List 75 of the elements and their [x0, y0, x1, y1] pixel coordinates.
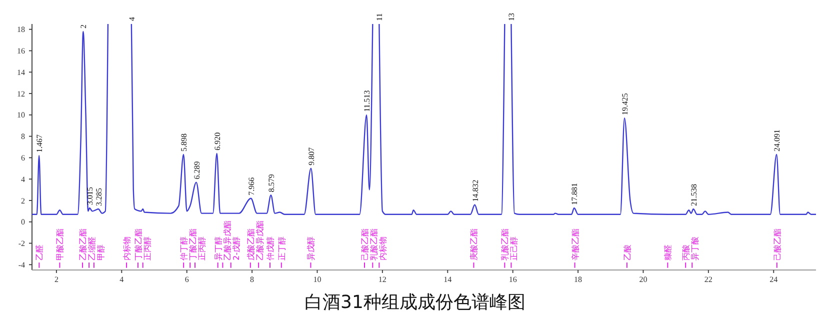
annotation: 3.285: [94, 188, 104, 206]
ref-line-label: 仲戊醇: [266, 236, 275, 260]
ref-line-label: 甲酸乙酯: [56, 228, 65, 260]
annotation: 17.881: [570, 182, 580, 205]
ref-line-label: 乙缩醛: [88, 236, 97, 260]
x-tick-label: 6: [184, 275, 189, 284]
y-tick-label: 8: [21, 132, 25, 142]
ref-line-label: 乙酸异戊酯: [222, 220, 232, 260]
ref-line-label: 丁酸乙酯: [134, 228, 143, 260]
annotation: 6.289: [192, 161, 202, 180]
ref-line-label: 正丙醇: [142, 236, 152, 260]
y-tick-label: 16: [17, 46, 25, 56]
ref-line-label: 乙酸: [622, 244, 632, 260]
ref-line-label: 正丁醇: [277, 236, 286, 260]
ref-line-label: 异戊醇: [306, 236, 316, 260]
text: 白酒31种组成成份色谱峰图: [304, 292, 526, 313]
annotation: 14.832: [470, 180, 480, 202]
ref-line-label: 庚酸乙酯: [470, 228, 479, 260]
x-tick-label: 22: [704, 275, 712, 284]
x-tick-label: 14: [444, 275, 452, 284]
ref-line-label: 内标物: [378, 236, 388, 260]
y-tick-label: 6: [21, 153, 25, 162]
ref-line-label: 乙醛: [35, 244, 44, 260]
x-tick-label: 12: [378, 275, 386, 284]
y-tick-label: 4: [21, 174, 25, 184]
ref-line-label: 乳酸乙酯: [500, 228, 510, 260]
y-tick-label: 2: [21, 196, 25, 206]
ref-line-label: 戊酸乙酯: [246, 228, 256, 260]
x-tick-label: 8: [250, 275, 254, 284]
annotation: 13: [507, 13, 516, 21]
annotation: 9.807: [306, 147, 316, 166]
ref-line-label: 2-戊醇: [232, 236, 241, 260]
annotation: 11.513: [362, 90, 372, 112]
ref-line-label: 辛酸乙酯: [570, 228, 580, 260]
annotation: 11: [375, 13, 384, 21]
annotation: 6.920: [212, 132, 222, 150]
y-tick-label: 18: [17, 25, 25, 34]
ref-line-label: 丁酸乙酯: [188, 228, 198, 260]
ref-line-label: 己酸乙酯: [772, 228, 782, 260]
ref-line-label: 异丁酸: [690, 236, 700, 260]
x-tick-label: 2: [54, 275, 58, 284]
x-tick-label: 10: [313, 275, 322, 284]
annotation: 5.898: [180, 133, 189, 152]
y-tick-label: 14: [17, 68, 25, 77]
annotation: 7.966: [246, 177, 256, 196]
annotation: 19.425: [620, 93, 630, 116]
ref-line-label: 乳酸乙酯: [370, 228, 379, 260]
ref-line-label: 正己醇: [510, 236, 519, 260]
ref-line-label: 丙酸: [682, 244, 691, 260]
ref-line-label: 异丁醇: [214, 236, 223, 260]
x-tick-label: 18: [574, 275, 582, 284]
annotation: 21.538: [689, 184, 698, 206]
x-tick-label: 20: [639, 275, 648, 284]
y-tick-label: -4: [18, 260, 25, 270]
annotation: 8.579: [266, 174, 276, 192]
annotation: 1.467: [35, 134, 44, 153]
x-tick-label: 24: [770, 275, 778, 284]
ref-line-label: 乙酸异戊酯: [255, 220, 264, 260]
ref-line-label: 正丙醇: [198, 236, 207, 260]
y-tick-label: -2: [18, 239, 25, 248]
x-tick-label: 16: [508, 275, 517, 284]
ref-line-label: 糠醛: [664, 244, 673, 260]
annotation: 4: [127, 17, 136, 21]
ref-line-label: 内标物: [122, 236, 132, 260]
y-tick-label: 0: [21, 218, 25, 227]
ref-line-label: 仲丁醇: [180, 236, 189, 260]
x-tick-label: 4: [120, 275, 124, 284]
ref-line-label: 己酸乙酯: [360, 228, 370, 260]
y-tick-label: 12: [17, 89, 25, 98]
annotation: 24.091: [772, 129, 782, 152]
ref-line-label: 甲醇: [96, 244, 106, 260]
y-tick-label: 10: [17, 110, 25, 120]
ref-line-label: 乙酸乙酯: [78, 228, 88, 260]
annotation: 3.015: [86, 186, 95, 205]
annotation: 2: [79, 24, 88, 28]
